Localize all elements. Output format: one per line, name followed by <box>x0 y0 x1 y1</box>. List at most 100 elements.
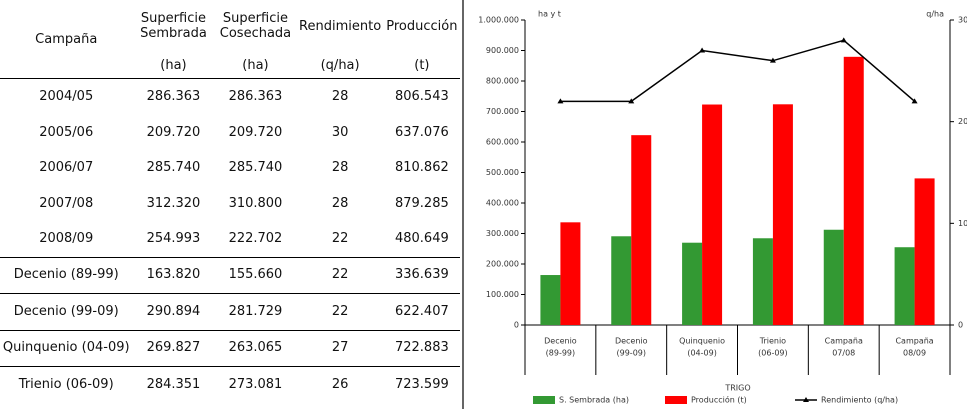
header-row: Campaña Superficie Sembrada Superficie Cos… <box>0 0 460 79</box>
cell: 273.081 <box>214 366 297 403</box>
bar <box>631 135 652 325</box>
column-header: Producción <box>386 18 458 34</box>
x-tick-label: Campaña <box>825 337 863 346</box>
cell: 163.820 <box>132 256 215 294</box>
column-header: Superficie Sembrada <box>140 11 207 41</box>
bar <box>752 238 773 325</box>
y-tick-label: 900.000 <box>486 46 519 55</box>
cell: 284.351 <box>132 366 215 403</box>
cell: 879.285 <box>394 195 449 211</box>
table-row: 2006/07 285.740 285.740 28 810.862 <box>0 150 460 186</box>
cell: 222.702 <box>228 231 283 247</box>
y-tick-label: 500.000 <box>486 168 519 177</box>
y-tick-label: 1.000.000 <box>478 16 519 25</box>
cell: 30 <box>331 124 349 140</box>
x-axis-label: TRIGO <box>724 384 750 393</box>
unit: (t) <box>383 52 460 79</box>
cell: 2008/09 <box>39 231 94 247</box>
cell: 2006/07 <box>39 160 94 176</box>
cell: 336.639 <box>383 256 460 294</box>
table-row: 2007/08 312.320 310.800 28 879.285 <box>0 186 460 222</box>
cell: 810.862 <box>394 160 449 176</box>
y-tick-label: 800.000 <box>486 77 519 86</box>
table-row: Decenio (99-09) 290.894 281.729 22 622.407 <box>0 293 460 330</box>
table-row: Quinquenio (04-09) 269.827 263.065 27 722.88… <box>0 329 460 367</box>
bar <box>702 104 723 325</box>
cell: 722.883 <box>383 329 460 367</box>
x-tick-label: (89-99) <box>546 349 576 358</box>
x-tick-label: (99-09) <box>617 349 647 358</box>
bar <box>560 222 581 325</box>
cell: 263.065 <box>214 329 297 367</box>
y-tick-label: 0 <box>514 321 519 330</box>
y-tick-label: 200.000 <box>486 260 519 269</box>
cell: 269.827 <box>132 329 215 367</box>
bar <box>772 104 793 325</box>
cell: 723.599 <box>383 366 460 403</box>
x-tick-label: Decenio <box>544 337 577 346</box>
legend-marker <box>803 397 809 402</box>
x-tick-label: (06-09) <box>758 349 788 358</box>
y2-tick-label: 20 <box>958 117 967 126</box>
cell: 22 <box>331 231 349 247</box>
bar <box>843 56 864 325</box>
line <box>560 39 916 103</box>
cell: 312.320 <box>146 195 201 211</box>
data-table: Campaña Superficie Sembrada Superficie Cos… <box>0 0 460 403</box>
x-tick-label: Quinquenio <box>679 337 725 346</box>
legend-label: Producción (t) <box>691 395 747 405</box>
table-row: 2005/06 209.720 209.720 30 637.076 <box>0 115 460 151</box>
cell: 622.407 <box>383 293 460 330</box>
cell: 254.993 <box>146 231 201 247</box>
column-header: Superficie Cosechada <box>219 11 292 41</box>
table-row: 2008/09 254.993 222.702 22 480.649 <box>0 221 460 257</box>
cell: 480.649 <box>394 231 449 247</box>
legend-label: Rendimiento (q/ha) <box>821 396 898 405</box>
cell: 806.543 <box>394 89 449 105</box>
marker <box>699 47 706 53</box>
x-tick-label: Campaña <box>895 337 933 346</box>
cell: Decenio (89-99) <box>0 256 133 294</box>
bar <box>894 247 915 325</box>
marker <box>557 98 564 104</box>
cell: 290.894 <box>132 293 215 330</box>
cell: 285.740 <box>146 160 201 176</box>
y-tick-label: 300.000 <box>486 229 519 238</box>
marker <box>769 57 776 63</box>
cell: 209.720 <box>146 124 201 140</box>
table-row: 2004/05 286.363 286.363 28 806.543 <box>0 79 460 115</box>
y2-axis-label: q/ha <box>926 10 944 19</box>
cell: 281.729 <box>214 293 297 330</box>
cell: 22 <box>296 293 384 330</box>
cell: 155.660 <box>214 256 297 294</box>
bar <box>540 275 561 325</box>
x-tick-label: 07/08 <box>832 349 855 358</box>
column-header: Campaña <box>0 0 133 79</box>
bar <box>682 242 703 325</box>
cell: 28 <box>331 89 349 105</box>
cell: 637.076 <box>394 124 449 140</box>
bar <box>611 236 632 325</box>
cell: 26 <box>296 366 384 403</box>
divider <box>462 0 464 409</box>
marker <box>628 98 635 104</box>
cell: Decenio (99-09) <box>0 293 133 330</box>
cell: Trienio (06-09) <box>0 366 133 403</box>
y-tick-label: 600.000 <box>486 138 519 147</box>
x-tick-label: Decenio <box>615 337 648 346</box>
y-tick-label: 700.000 <box>486 107 519 116</box>
cell: 286.363 <box>146 89 201 105</box>
table-row: Trienio (06-09) 284.351 273.081 26 723.599 <box>0 366 460 403</box>
cell: 209.720 <box>228 124 283 140</box>
column-header: Rendimiento <box>299 18 382 34</box>
unit: (ha) <box>132 52 215 79</box>
legend-swatch <box>533 396 555 404</box>
x-tick-label: Trienio <box>759 337 786 346</box>
y-tick-label: 400.000 <box>486 199 519 208</box>
unit: (q/ha) <box>296 52 384 79</box>
legend-label: S. Sembrada (ha) <box>559 396 629 405</box>
cell: 22 <box>296 256 384 294</box>
cell: 285.740 <box>228 160 283 176</box>
